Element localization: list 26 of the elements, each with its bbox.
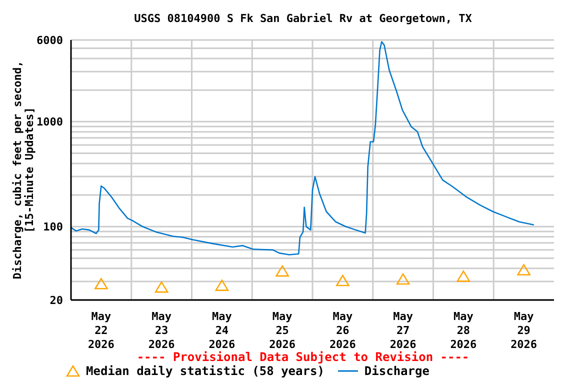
point bbox=[276, 265, 289, 277]
x-tick-label: May 23 2026 bbox=[148, 310, 176, 351]
x-tick-label: May 26 2026 bbox=[329, 310, 356, 351]
y-axis-title: Discharge, cubic feet per second, [15-Minute Updates] bbox=[11, 60, 36, 280]
y-tick-label: 20 bbox=[50, 294, 63, 307]
x-tick-label: May 27 2026 bbox=[390, 310, 417, 351]
chart-title: USGS 08104900 S Fk San Gabriel Rv at Georgetown, TX bbox=[133, 11, 473, 27]
legend-label: Median daily statistic (58 years) bbox=[86, 364, 324, 378]
x-tick-label: May 22 2026 bbox=[88, 310, 115, 351]
point bbox=[396, 273, 410, 285]
point bbox=[215, 280, 229, 291]
y-tick-label: 6000 bbox=[36, 34, 63, 47]
point bbox=[154, 281, 168, 293]
x-tick-label: May 28 2026 bbox=[450, 310, 478, 351]
point bbox=[336, 274, 350, 286]
text: ---- Provisional Data Subject to Revision ---- bbox=[136, 350, 470, 364]
line-series bbox=[71, 41, 535, 256]
legend-label: Discharge bbox=[364, 364, 430, 378]
x-tick-label: May 24 2026 bbox=[208, 310, 236, 351]
y-tick-label: 1000 bbox=[36, 116, 63, 129]
x-tick-label: May 25 2026 bbox=[269, 310, 296, 351]
point bbox=[456, 270, 470, 282]
x-tick-label: May 29 2026 bbox=[510, 310, 538, 351]
y-tick-label: 100 bbox=[43, 220, 63, 234]
point bbox=[517, 264, 530, 276]
point bbox=[94, 278, 108, 290]
